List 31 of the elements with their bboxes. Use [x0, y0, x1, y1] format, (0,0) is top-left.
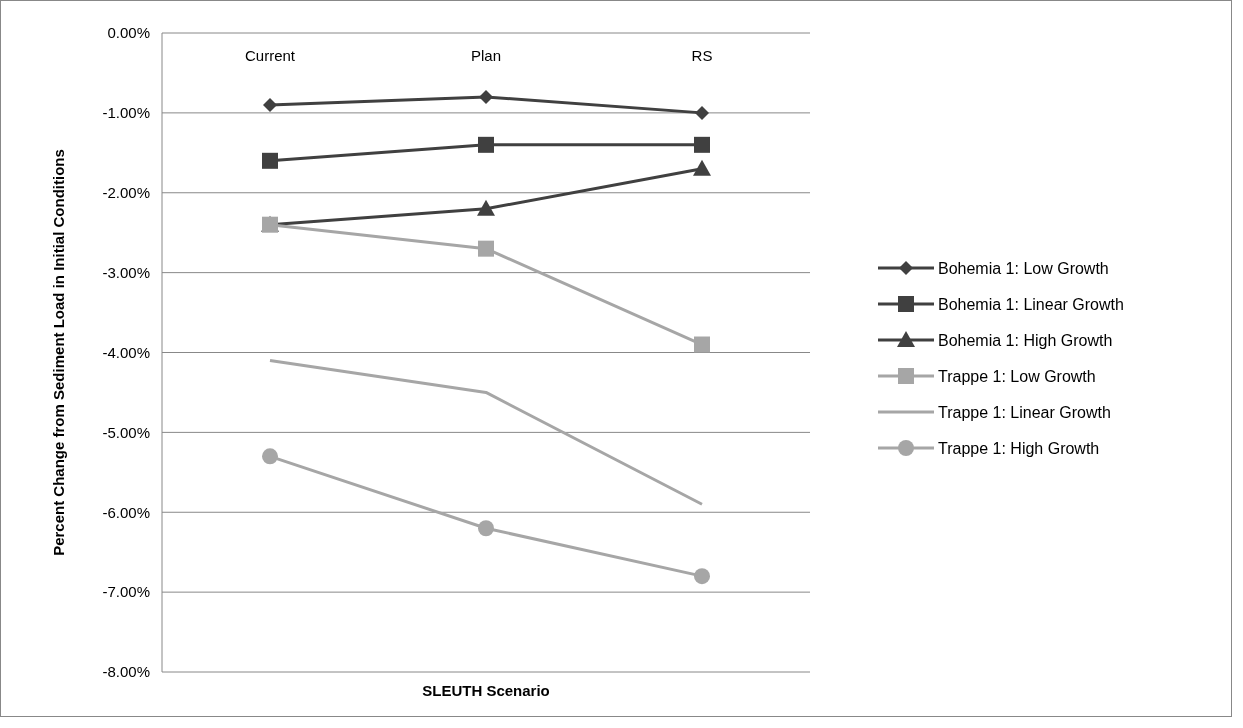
point: [478, 136, 494, 153]
x-tick-label: Current: [244, 47, 296, 64]
legend-label: Trappe 1: Linear Growth: [938, 403, 1111, 421]
legend-label: Bohemia 1: High Growth: [938, 331, 1113, 349]
point: [695, 105, 709, 120]
x-tick-label: RS: [691, 47, 713, 64]
y-tick-label: -8.00%: [102, 663, 150, 681]
legend-label: Trappe 1: Low Growth: [938, 367, 1096, 385]
point: [479, 89, 493, 104]
point: [694, 136, 710, 153]
y-tick-label: -5.00%: [102, 423, 150, 441]
legend-label: Trappe 1: High Growth: [938, 439, 1100, 457]
y-tick-label: -6.00%: [102, 503, 150, 521]
point: [694, 568, 710, 585]
y-tick-label: -1.00%: [102, 104, 150, 122]
point: [262, 448, 278, 465]
x-tick-label: Plan: [470, 47, 502, 64]
y-tick-label: 0.00%: [107, 24, 150, 42]
point: [263, 97, 277, 112]
legend-label: Bohemia 1: Linear Growth: [938, 295, 1124, 313]
y-tick-label: -2.00%: [102, 184, 150, 201]
y-tick-label: -3.00%: [102, 263, 150, 281]
legend-label: Bohemia 1: Low Growth: [938, 259, 1109, 277]
y-axis-title: Percent Change from Sediment Load in Initial Conditions: [50, 149, 67, 556]
point: [262, 152, 278, 169]
y-tick-label: -7.00%: [102, 583, 150, 601]
point: [478, 240, 494, 257]
point: [478, 520, 494, 537]
y-tick-label: -4.00%: [102, 343, 150, 361]
point: [694, 336, 710, 353]
x-axis-title: SLEUTH Scenario: [422, 682, 550, 699]
